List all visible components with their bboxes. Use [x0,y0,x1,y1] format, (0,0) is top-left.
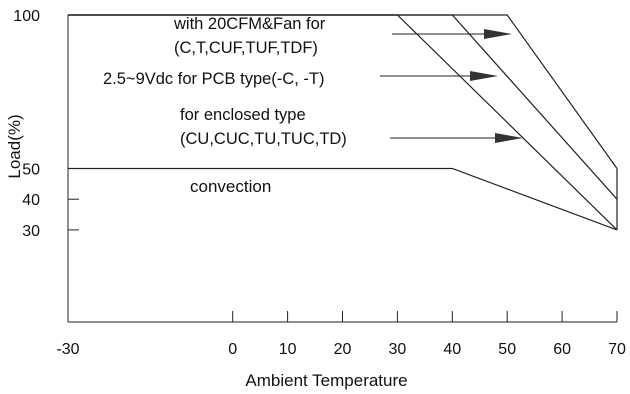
arrow-head [495,133,523,143]
y-tick-label: 40 [22,192,40,209]
series-line [68,14,618,231]
annotation-label: convection [190,177,271,196]
annotation-label: for enclosed type [180,106,306,124]
x-tick-label: -30 [56,341,79,358]
annotation-layer: with 20CFM&Fan for (C,T,CUF,TUF,TDF) 2.5~9… [103,15,523,196]
series-layer [68,14,618,231]
y-tick-label: 50 [22,162,40,179]
x-tick-label: 60 [553,341,571,358]
y-axis-title: Load(%) [5,114,24,178]
x-ticks: -30 0 10 20 30 40 50 60 70 [56,311,626,358]
x-tick-label: 10 [279,341,297,358]
x-tick-label: 0 [228,341,237,358]
arrow-head [484,29,512,39]
series-line [68,167,618,231]
annotation-label: (CU,CUC,TU,TUC,TD) [180,130,347,148]
x-tick-label: 30 [389,341,407,358]
annotation-label: 2.5~9Vdc for PCB type(-C, -T) [103,70,324,88]
arrow-head [470,71,498,81]
x-tick-label: 40 [443,341,461,358]
x-tick-label: 70 [608,341,626,358]
series-line [68,14,618,169]
annotation-label: with 20CFM&Fan for [173,15,326,33]
y-tick-label: 100 [13,8,40,25]
series-line [68,14,618,200]
y-tick-label: 30 [22,223,40,240]
x-tick-label: 20 [334,341,352,358]
x-tick-label: 50 [498,341,516,358]
annotation-label: (C,T,CUF,TUF,TDF) [174,39,318,57]
x-axis-title: Ambient Temperature [245,371,407,390]
